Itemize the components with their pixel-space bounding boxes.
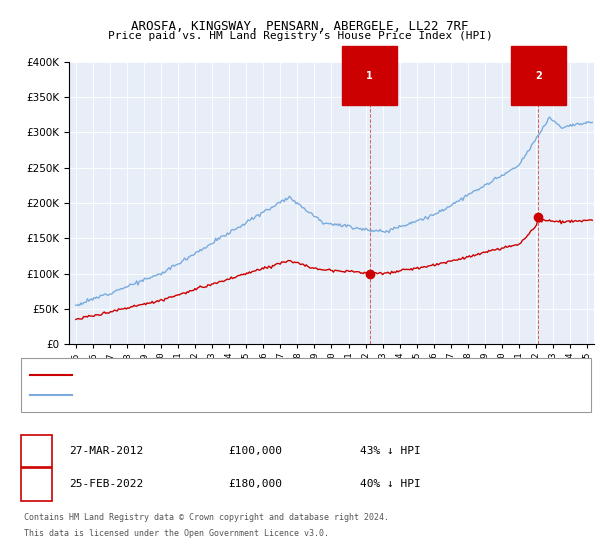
Text: HPI: Average price, detached house, Conwy: HPI: Average price, detached house, Conw… [78, 390, 319, 400]
Text: Contains HM Land Registry data © Crown copyright and database right 2024.: Contains HM Land Registry data © Crown c… [24, 514, 389, 522]
Text: 2: 2 [535, 71, 542, 81]
Text: Price paid vs. HM Land Registry's House Price Index (HPI): Price paid vs. HM Land Registry's House … [107, 31, 493, 41]
Text: £180,000: £180,000 [228, 479, 282, 489]
Text: 27-MAR-2012: 27-MAR-2012 [69, 446, 143, 456]
Text: 2: 2 [33, 478, 40, 491]
Text: 43% ↓ HPI: 43% ↓ HPI [360, 446, 421, 456]
Text: £100,000: £100,000 [228, 446, 282, 456]
Text: 1: 1 [366, 71, 373, 81]
Text: AROSFA, KINGSWAY, PENSARN, ABERGELE, LL22 7RF (detached house): AROSFA, KINGSWAY, PENSARN, ABERGELE, LL2… [78, 371, 442, 380]
Text: AROSFA, KINGSWAY, PENSARN, ABERGELE, LL22 7RF: AROSFA, KINGSWAY, PENSARN, ABERGELE, LL2… [131, 20, 469, 32]
Text: 1: 1 [33, 444, 40, 458]
Text: 40% ↓ HPI: 40% ↓ HPI [360, 479, 421, 489]
Text: 25-FEB-2022: 25-FEB-2022 [69, 479, 143, 489]
Text: This data is licensed under the Open Government Licence v3.0.: This data is licensed under the Open Gov… [24, 529, 329, 538]
